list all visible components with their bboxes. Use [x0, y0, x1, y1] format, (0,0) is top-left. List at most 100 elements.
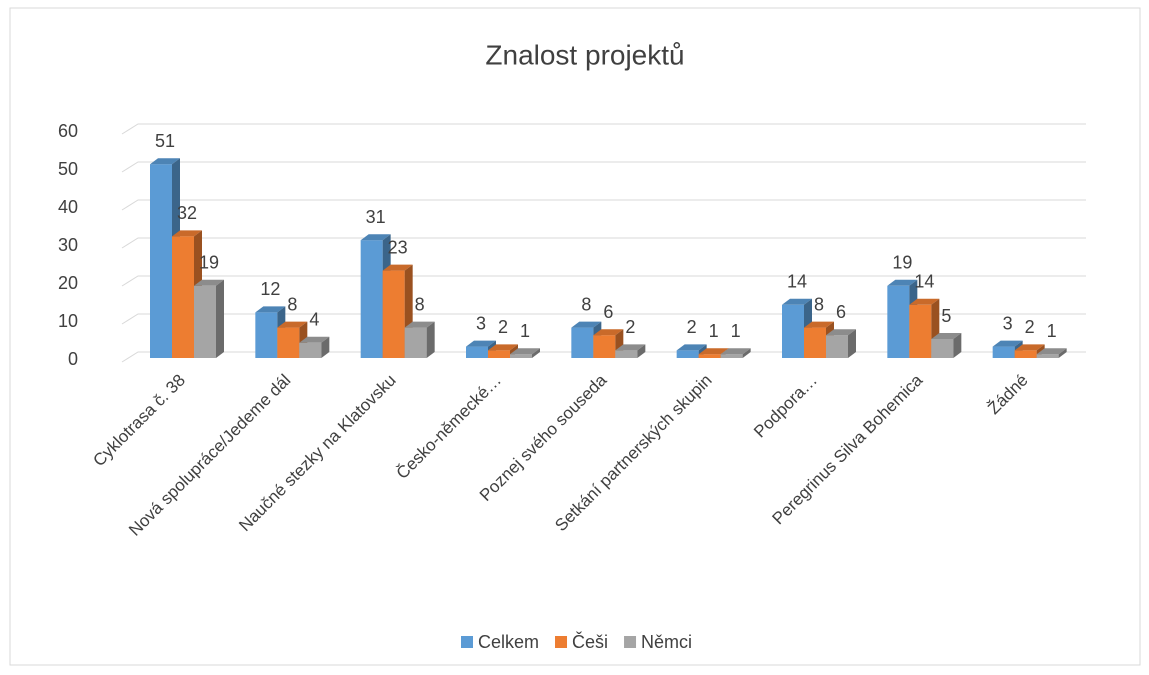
bar	[826, 329, 856, 358]
bar-front	[992, 346, 1015, 358]
bar-top	[826, 329, 856, 336]
bar-front	[593, 335, 616, 358]
bar-top	[194, 279, 224, 286]
bar-top	[1014, 344, 1045, 351]
bar	[404, 321, 435, 358]
grid-line	[121, 237, 1086, 249]
data-label: 14	[787, 272, 807, 292]
data-label: 1	[709, 321, 719, 341]
bar-top	[255, 306, 286, 313]
bar-top	[804, 321, 834, 328]
data-label: 19	[199, 253, 219, 273]
y-tick-label: 40	[58, 197, 78, 217]
data-label: 14	[914, 272, 934, 292]
bar-front	[676, 350, 699, 358]
bar-top	[466, 340, 496, 347]
bar-front	[931, 339, 954, 358]
legend-swatch	[624, 636, 637, 648]
legend-swatch	[461, 636, 473, 648]
data-label: 23	[388, 237, 408, 257]
legend-swatch	[555, 636, 568, 648]
bar	[720, 348, 751, 358]
legend-label: Němci	[641, 632, 692, 652]
bar-front	[277, 327, 300, 358]
bar-front	[255, 312, 278, 358]
bar	[931, 333, 962, 358]
data-label: 1	[731, 321, 741, 341]
data-label: 1	[1047, 321, 1057, 341]
bar-top	[615, 344, 646, 351]
y-tick-label: 20	[58, 273, 78, 293]
legend-label: Češi	[572, 631, 608, 652]
y-tick-label: 10	[58, 311, 78, 331]
bar-front	[698, 354, 721, 358]
bar-top	[277, 321, 308, 328]
data-label: 31	[366, 207, 386, 227]
bar-top	[571, 321, 602, 328]
data-label: 5	[941, 306, 951, 326]
bar-front	[782, 304, 804, 358]
data-label: 19	[892, 253, 912, 273]
bar-front	[887, 285, 910, 358]
bar-top	[782, 298, 812, 305]
bar-front	[909, 304, 932, 358]
bar-side	[637, 344, 646, 358]
grid-line	[121, 313, 1086, 325]
bar-front	[720, 354, 743, 358]
data-label: 4	[309, 310, 319, 330]
data-label: 1	[520, 321, 530, 341]
bar-front	[510, 354, 532, 358]
bar-side	[953, 333, 962, 358]
bar-top	[404, 321, 435, 328]
grid-line	[121, 123, 1086, 135]
bar-front	[804, 327, 826, 358]
bar-top	[593, 329, 624, 336]
bar-side	[321, 336, 330, 358]
bar	[510, 348, 540, 358]
bar-front	[382, 270, 405, 358]
grid-line	[121, 161, 1086, 173]
bar-top	[720, 348, 751, 355]
y-tick-label: 60	[58, 121, 78, 141]
bar-top	[931, 333, 962, 339]
data-label: 3	[1003, 313, 1013, 333]
data-label: 6	[836, 302, 846, 322]
data-label: 8	[581, 294, 591, 314]
data-label: 8	[814, 294, 824, 314]
y-tick-label: 50	[58, 159, 78, 179]
bar-front	[615, 350, 638, 358]
bar-top	[488, 344, 518, 351]
grid-line	[121, 351, 1086, 363]
bar-side	[848, 329, 856, 358]
bar-side	[426, 321, 435, 358]
bar-top	[382, 264, 413, 271]
bar-top	[360, 234, 391, 241]
data-label: 2	[1025, 317, 1035, 337]
grid-line	[121, 275, 1086, 287]
bar	[299, 336, 330, 358]
data-label: 2	[687, 317, 697, 337]
bar-top	[887, 279, 918, 286]
bar-top	[172, 230, 202, 237]
bar-front	[404, 327, 427, 358]
bar-front	[1014, 350, 1037, 358]
data-label: 51	[155, 131, 175, 151]
data-label: 8	[415, 294, 425, 314]
legend-label: Celkem	[478, 632, 539, 652]
bar-side	[1058, 348, 1067, 358]
bar-side	[742, 348, 751, 358]
bar-front	[360, 240, 383, 358]
bar-front	[299, 342, 322, 358]
bar-top	[676, 344, 707, 351]
y-tick-label: 0	[68, 349, 78, 369]
data-label: 3	[476, 313, 486, 333]
bar	[615, 344, 646, 358]
data-label: 12	[260, 279, 280, 299]
bar-front	[488, 350, 510, 358]
bar	[194, 279, 224, 358]
chart-title: Znalost projektů	[485, 39, 684, 70]
bar-top	[909, 298, 940, 305]
data-label: 2	[498, 317, 508, 337]
bar-front	[571, 327, 594, 358]
